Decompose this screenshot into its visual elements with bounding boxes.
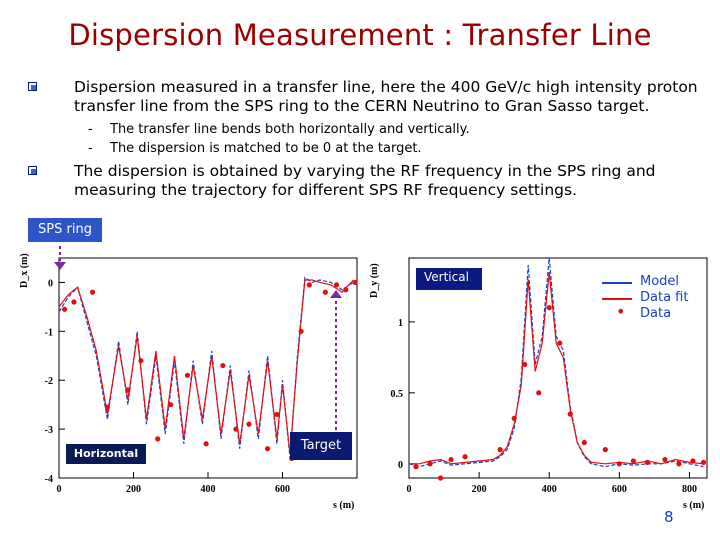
dash-marker: - [88,122,93,137]
fit-series-line [58,279,354,454]
data-point [581,439,587,446]
vertical-label: Vertical [416,268,482,290]
data-point [352,279,358,286]
data-point [125,387,131,393]
data-point [616,461,622,467]
data-dot-swatch: • [616,302,626,321]
x-tick-label: 200 [472,484,487,495]
data-point [220,362,226,369]
square-bullet-icon [28,82,37,91]
data-point [343,287,349,293]
legend: Model Data fit • Data [602,274,712,324]
horizontal-dispersion-plot: 0 200 400 600 0 -1 -2 -3 -4 D_x (m) s (m) [19,253,358,511]
plot-frame [408,257,708,479]
data-point [536,390,542,396]
data-point [462,454,468,460]
data-point [89,289,96,295]
data-point [448,456,454,463]
data-point [427,461,433,467]
bullet-2: The dispersion is obtained by varying th… [22,162,702,202]
data-point [168,402,174,408]
data-point [511,415,517,421]
x-tick-label: 200 [126,484,141,495]
y-tick-label: -4 [45,474,53,485]
sub-bullet-1: - The transfer line bends both horizonta… [88,121,688,138]
data-point [138,358,144,364]
y-axis-label: D_x (m) [19,253,30,288]
bullet-1-text: Dispersion measured in a transfer line, … [74,78,698,115]
data-point [662,456,668,463]
vertical-dispersion-plot: 0 200 400 600 800 0 0.5 1 D_y (m) s (m) [369,257,708,511]
data-point [298,328,304,334]
data-point [274,411,280,418]
square-bullet-icon [28,166,37,175]
data-point [690,458,696,464]
y-axis-label: D_y (m) [369,263,380,298]
data-point [676,461,682,467]
data-point [700,459,707,465]
data-point [602,447,608,453]
y-tick-label: 0 [48,278,53,289]
data-point [203,441,209,447]
y-tick-label: -3 [45,425,53,436]
data-point [104,404,111,410]
model-series-line [408,257,704,468]
fit-line-swatch [602,298,632,300]
x-tick-label: 400 [201,484,216,495]
target-label: Target [290,432,352,460]
bullet-1: Dispersion measured in a transfer line, … [22,78,702,118]
y-tick-label: 0.5 [391,389,404,400]
page-number: 8 [664,508,674,526]
sub-bullet-2-text: The dispersion is matched to be 0 at the… [110,141,422,156]
horizontal-label: Horizontal [66,444,146,464]
sps-ring-label: SPS ring [28,218,102,242]
data-point [322,289,328,295]
x-tick-label: 800 [682,484,697,495]
model-line-swatch [602,282,632,284]
x-axis-label: s (m) [683,500,704,511]
data-point [497,447,503,453]
data-point [557,340,563,346]
x-tick-label: 0 [407,484,412,495]
data-point [567,411,573,417]
data-point [61,306,68,312]
data-point [233,426,239,432]
data-point [246,421,252,427]
fit-series-line [409,272,704,465]
y-tick-label: 1 [398,318,403,329]
sub-bullet-1-text: The transfer line bends both horizontall… [110,122,470,137]
data-point [644,459,650,465]
data-point [546,305,552,311]
y-tick-label: -1 [45,327,53,338]
x-tick-label: 600 [612,484,627,495]
data-point [184,372,191,378]
x-tick-label: 0 [57,484,62,495]
dash-marker: - [88,141,93,156]
sub-bullet-2: - The dispersion is matched to be 0 at t… [88,140,688,157]
x-axis-label: s (m) [333,500,354,511]
legend-data-label: Data [640,306,672,321]
data-point [522,361,528,368]
y-tick-label: 0 [398,460,403,471]
data-point [71,299,77,305]
data-point [265,446,271,452]
legend-model-label: Model [640,274,680,289]
legend-fit-label: Data fit [640,290,689,305]
y-tick-label: -2 [45,376,53,387]
slide-title: Dispersion Measurement : Transfer Line [68,18,652,52]
x-tick-label: 600 [275,484,290,495]
data-point [333,282,340,288]
data-point [155,436,161,442]
bullet-2-text: The dispersion is obtained by varying th… [74,162,656,199]
data-point [437,475,444,481]
x-tick-label: 400 [542,484,557,495]
data-point [306,282,312,288]
data-point [630,458,636,464]
data-point [413,464,419,470]
